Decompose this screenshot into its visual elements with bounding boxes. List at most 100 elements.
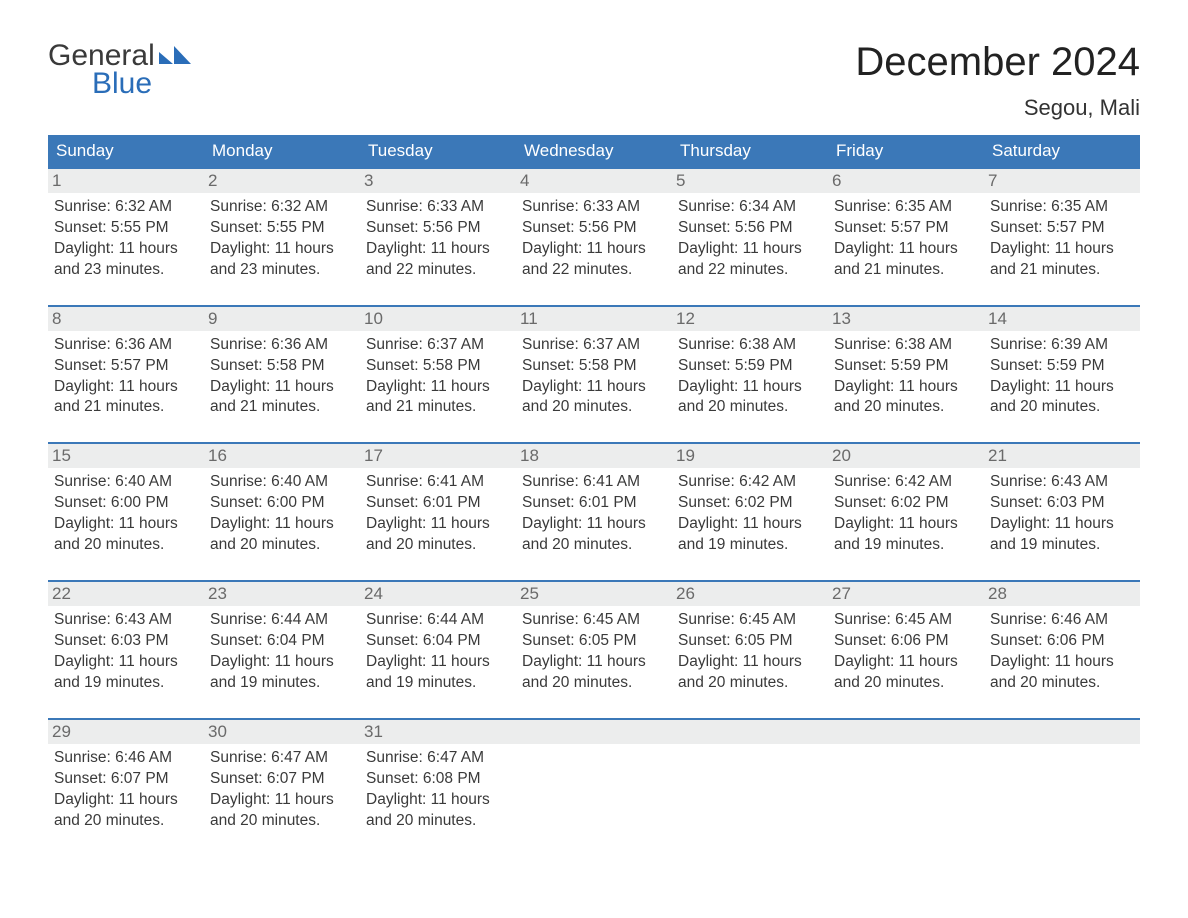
day-cell: 4Sunrise: 6:33 AMSunset: 5:56 PMDaylight…	[516, 169, 672, 291]
weekday-header-row: SundayMondayTuesdayWednesdayThursdayFrid…	[48, 135, 1140, 167]
day-details: Sunrise: 6:45 AMSunset: 6:05 PMDaylight:…	[678, 610, 822, 694]
daylight-line-1: Daylight: 11 hours	[678, 377, 822, 398]
daylight-line-2: and 21 minutes.	[210, 397, 354, 418]
sunrise-line: Sunrise: 6:39 AM	[990, 335, 1134, 356]
day-number: 8	[48, 307, 204, 331]
daylight-line-1: Daylight: 11 hours	[210, 652, 354, 673]
sunrise-line: Sunrise: 6:37 AM	[366, 335, 510, 356]
sunset-line: Sunset: 6:03 PM	[54, 631, 198, 652]
daylight-line-2: and 23 minutes.	[54, 260, 198, 281]
day-details: Sunrise: 6:42 AMSunset: 6:02 PMDaylight:…	[834, 472, 978, 556]
sunrise-line: Sunrise: 6:45 AM	[678, 610, 822, 631]
day-number: .	[828, 720, 984, 744]
daylight-line-2: and 22 minutes.	[522, 260, 666, 281]
sunrise-line: Sunrise: 6:42 AM	[834, 472, 978, 493]
daylight-line-1: Daylight: 11 hours	[678, 239, 822, 260]
sunrise-line: Sunrise: 6:34 AM	[678, 197, 822, 218]
sunrise-line: Sunrise: 6:36 AM	[54, 335, 198, 356]
logo-word-2: Blue	[92, 68, 191, 100]
day-details: Sunrise: 6:40 AMSunset: 6:00 PMDaylight:…	[54, 472, 198, 556]
daylight-line-2: and 20 minutes.	[990, 397, 1134, 418]
day-details: Sunrise: 6:37 AMSunset: 5:58 PMDaylight:…	[522, 335, 666, 419]
day-cell: 11Sunrise: 6:37 AMSunset: 5:58 PMDayligh…	[516, 307, 672, 429]
daylight-line-2: and 19 minutes.	[678, 535, 822, 556]
page-header: General Blue December 2024 Segou, Mali	[48, 40, 1140, 121]
day-number: 15	[48, 444, 204, 468]
daylight-line-2: and 19 minutes.	[366, 673, 510, 694]
day-cell: 28Sunrise: 6:46 AMSunset: 6:06 PMDayligh…	[984, 582, 1140, 704]
sunset-line: Sunset: 5:57 PM	[990, 218, 1134, 239]
day-number: 16	[204, 444, 360, 468]
sunset-line: Sunset: 5:59 PM	[990, 356, 1134, 377]
daylight-line-2: and 22 minutes.	[678, 260, 822, 281]
day-number: 6	[828, 169, 984, 193]
daylight-line-1: Daylight: 11 hours	[678, 652, 822, 673]
sunrise-line: Sunrise: 6:37 AM	[522, 335, 666, 356]
day-details: Sunrise: 6:35 AMSunset: 5:57 PMDaylight:…	[834, 197, 978, 281]
day-cell: 25Sunrise: 6:45 AMSunset: 6:05 PMDayligh…	[516, 582, 672, 704]
daylight-line-1: Daylight: 11 hours	[210, 377, 354, 398]
sunrise-line: Sunrise: 6:44 AM	[366, 610, 510, 631]
day-cell: 17 Sunrise: 6:41 AMSunset: 6:01 PMDayligh…	[360, 444, 516, 566]
daylight-line-2: and 20 minutes.	[522, 397, 666, 418]
weekday-header-cell: Sunday	[48, 135, 204, 167]
daylight-line-2: and 20 minutes.	[834, 673, 978, 694]
daylight-line-2: and 20 minutes.	[366, 535, 510, 556]
daylight-line-1: Daylight: 11 hours	[522, 239, 666, 260]
sunrise-line: Sunrise: 6:43 AM	[54, 610, 198, 631]
day-cell: 29Sunrise: 6:46 AMSunset: 6:07 PMDayligh…	[48, 720, 204, 842]
day-cell: 6 Sunrise: 6:35 AMSunset: 5:57 PMDaylight…	[828, 169, 984, 291]
daylight-line-1: Daylight: 11 hours	[210, 790, 354, 811]
sunset-line: Sunset: 6:08 PM	[366, 769, 510, 790]
daylight-line-1: Daylight: 11 hours	[990, 514, 1134, 535]
day-details: Sunrise: 6:44 AMSunset: 6:04 PMDaylight:…	[366, 610, 510, 694]
week-row: 1Sunrise: 6:32 AMSunset: 5:55 PMDaylight…	[48, 167, 1140, 291]
sunset-line: Sunset: 6:00 PM	[210, 493, 354, 514]
day-cell: .	[984, 720, 1140, 842]
sunrise-line: Sunrise: 6:45 AM	[522, 610, 666, 631]
daylight-line-1: Daylight: 11 hours	[54, 790, 198, 811]
sunrise-line: Sunrise: 6:41 AM	[522, 472, 666, 493]
day-details: Sunrise: 6:34 AMSunset: 5:56 PMDaylight:…	[678, 197, 822, 281]
daylight-line-2: and 20 minutes.	[54, 811, 198, 832]
day-number: 17	[360, 444, 516, 468]
daylight-line-2: and 20 minutes.	[990, 673, 1134, 694]
day-number: 24	[360, 582, 516, 606]
day-details: Sunrise: 6:38 AMSunset: 5:59 PMDaylight:…	[834, 335, 978, 419]
day-number: 31	[360, 720, 516, 744]
sunset-line: Sunset: 6:00 PM	[54, 493, 198, 514]
day-details: Sunrise: 6:41 AMSunset: 6:01 PMDaylight:…	[522, 472, 666, 556]
daylight-line-1: Daylight: 11 hours	[210, 239, 354, 260]
sunset-line: Sunset: 6:07 PM	[54, 769, 198, 790]
sunrise-line: Sunrise: 6:33 AM	[522, 197, 666, 218]
sunrise-line: Sunrise: 6:45 AM	[834, 610, 978, 631]
weekday-header-cell: Friday	[828, 135, 984, 167]
day-cell: 19Sunrise: 6:42 AMSunset: 6:02 PMDayligh…	[672, 444, 828, 566]
daylight-line-2: and 23 minutes.	[210, 260, 354, 281]
sunrise-line: Sunrise: 6:40 AM	[54, 472, 198, 493]
day-number: 23	[204, 582, 360, 606]
day-details: Sunrise: 6:41 AMSunset: 6:01 PMDaylight:…	[366, 472, 510, 556]
day-number: 22	[48, 582, 204, 606]
daylight-line-1: Daylight: 11 hours	[990, 652, 1134, 673]
day-number: 25	[516, 582, 672, 606]
day-cell: 31Sunrise: 6:47 AMSunset: 6:08 PMDayligh…	[360, 720, 516, 842]
day-details: Sunrise: 6:36 AMSunset: 5:58 PMDaylight:…	[210, 335, 354, 419]
daylight-line-1: Daylight: 11 hours	[990, 377, 1134, 398]
day-cell: 27Sunrise: 6:45 AMSunset: 6:06 PMDayligh…	[828, 582, 984, 704]
daylight-line-1: Daylight: 11 hours	[678, 514, 822, 535]
location-label: Segou, Mali	[855, 95, 1140, 121]
day-cell: .	[828, 720, 984, 842]
sunset-line: Sunset: 6:06 PM	[990, 631, 1134, 652]
sunrise-line: Sunrise: 6:46 AM	[990, 610, 1134, 631]
day-details: Sunrise: 6:47 AMSunset: 6:07 PMDaylight:…	[210, 748, 354, 832]
day-cell: 16Sunrise: 6:40 AMSunset: 6:00 PMDayligh…	[204, 444, 360, 566]
day-number: 9	[204, 307, 360, 331]
sunrise-line: Sunrise: 6:47 AM	[210, 748, 354, 769]
sunset-line: Sunset: 5:59 PM	[834, 356, 978, 377]
day-details: Sunrise: 6:44 AMSunset: 6:04 PMDaylight:…	[210, 610, 354, 694]
day-cell: 24 Sunrise: 6:44 AMSunset: 6:04 PMDayligh…	[360, 582, 516, 704]
day-cell: 8Sunrise: 6:36 AMSunset: 5:57 PMDaylight…	[48, 307, 204, 429]
day-number: 1	[48, 169, 204, 193]
daylight-line-2: and 21 minutes.	[834, 260, 978, 281]
